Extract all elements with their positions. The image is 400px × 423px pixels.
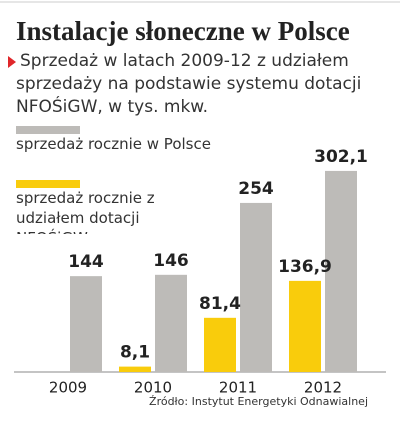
bar: [155, 274, 187, 372]
legend-swatch: [16, 180, 80, 188]
value-label: 136,9: [278, 257, 332, 277]
source: Źródło: Instytut Energetyki Odnawialnej: [149, 395, 368, 408]
bar: [289, 280, 321, 372]
x-tick-label: 2012: [304, 379, 342, 397]
bar: [70, 276, 102, 372]
legend-box: sprzedaż rocznie z udziałem dotacji NFOŚ…: [16, 189, 155, 234]
value-label: 302,1: [314, 147, 368, 167]
x-tick-label: 2009: [49, 379, 87, 397]
chart-subtitle: Sprzedaż w latach 2009-12 z udziałem spr…: [16, 51, 362, 117]
value-label: 81,4: [199, 294, 241, 314]
x-tick-label: 2011: [219, 379, 257, 397]
bar: [325, 170, 357, 372]
legend-label: sprzedaż rocznie z udziałem dotacji NFOŚ…: [16, 189, 155, 234]
legend-swatch: [16, 126, 80, 134]
subtitle-box: Sprzedaż w latach 2009-12 z udziałem spr…: [16, 51, 362, 117]
legend-box: sprzedaż rocznie w Polsce: [16, 135, 211, 153]
value-label: 144: [68, 252, 104, 272]
legend-label: sprzedaż rocznie w Polsce: [16, 135, 211, 153]
x-tick-label: 2010: [134, 379, 172, 397]
bar: [240, 202, 272, 372]
value-label: 146: [153, 251, 189, 271]
value-label: 8,1: [120, 343, 150, 363]
bar: [119, 366, 151, 372]
value-label: 254: [238, 179, 274, 199]
chart-title: Instalacje słoneczne w Polsce: [16, 16, 350, 46]
subtitle-marker: [8, 56, 16, 68]
bar: [204, 317, 236, 372]
